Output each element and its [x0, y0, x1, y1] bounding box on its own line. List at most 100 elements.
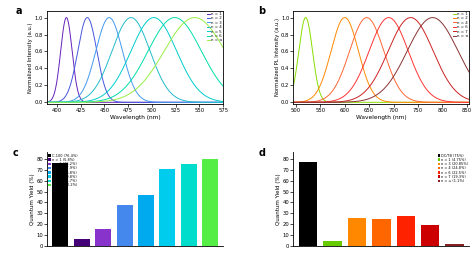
- n = 1: [220, 101, 226, 104]
- Bar: [159, 169, 175, 246]
- n = 2: [54, 100, 59, 103]
- Bar: [117, 205, 133, 246]
- n = 6: [466, 101, 472, 104]
- X-axis label: Wavelength (nm): Wavelength (nm): [110, 114, 161, 120]
- n = ∞: [215, 38, 221, 41]
- Line: n = 2: n = 2: [293, 18, 469, 102]
- n = 3: [130, 84, 136, 87]
- n = 4: [220, 101, 226, 104]
- Line: n = 1: n = 1: [293, 18, 469, 102]
- n = 1: [45, 100, 50, 104]
- Bar: [421, 225, 439, 246]
- Line: n = 1: n = 1: [47, 18, 223, 102]
- n = 5: [151, 16, 156, 19]
- n = 1: [215, 101, 221, 104]
- n = 4: [372, 24, 377, 27]
- Y-axis label: Quantum Yield (%): Quantum Yield (%): [276, 173, 281, 225]
- Legend: n = 1, n = 2, n = 4, n = 6, n = 7, n = ∞: n = 1, n = 2, n = 4, n = 6, n = 7, n = ∞: [452, 12, 468, 38]
- n = 1: [183, 101, 189, 104]
- n = 4: [291, 101, 296, 104]
- n = 1: [466, 101, 472, 104]
- Y-axis label: Normalized Intensity (a.u.): Normalized Intensity (a.u.): [28, 22, 34, 93]
- n = 2: [291, 101, 296, 104]
- n = 6: [172, 16, 178, 19]
- n = 7: [429, 47, 435, 50]
- n = ∞: [466, 71, 472, 74]
- n = 6: [220, 85, 226, 88]
- n = 4: [130, 16, 136, 20]
- n = 1: [376, 101, 382, 104]
- n = ∞: [54, 101, 59, 104]
- Bar: [397, 217, 415, 246]
- n = 7: [376, 69, 382, 73]
- n = 3: [183, 101, 189, 104]
- n = 4: [461, 101, 467, 104]
- n = 1: [64, 16, 69, 19]
- n = 5: [125, 56, 131, 59]
- n = 2: [126, 101, 131, 104]
- Y-axis label: Normalized PL Intensity (a.u.): Normalized PL Intensity (a.u.): [274, 18, 280, 96]
- Line: n = 3: n = 3: [47, 18, 223, 102]
- n = 3: [220, 101, 226, 104]
- n = 6: [461, 101, 467, 104]
- Legend: DC/TB (75%), n = 1 (4.75%), n = 3 (20.85%), n = 4 (24.8%), n = 6 (22.5%), n = 7 : DC/TB (75%), n = 1 (4.75%), n = 3 (20.85…: [438, 153, 469, 184]
- Bar: [323, 241, 342, 246]
- n = 5: [220, 100, 226, 103]
- Bar: [202, 159, 219, 246]
- n = 2: [372, 93, 377, 96]
- n = 6: [125, 82, 131, 86]
- Text: d: d: [258, 148, 265, 158]
- n = 2: [466, 101, 472, 104]
- n = 1: [300, 25, 305, 28]
- n = 4: [364, 16, 370, 19]
- n = ∞: [291, 101, 296, 104]
- n = 4: [215, 101, 221, 104]
- n = ∞: [430, 16, 436, 19]
- Line: n = 4: n = 4: [293, 18, 469, 102]
- X-axis label: Wavelength (nm): Wavelength (nm): [356, 114, 407, 120]
- Bar: [372, 219, 391, 246]
- Text: c: c: [12, 148, 18, 158]
- n = 1: [461, 101, 467, 104]
- Bar: [52, 163, 68, 246]
- n = 1: [126, 101, 131, 104]
- n = 3: [45, 101, 50, 104]
- n = 2: [376, 97, 382, 100]
- n = 2: [220, 101, 226, 104]
- Text: b: b: [258, 6, 265, 16]
- n = 1: [215, 101, 221, 104]
- n = 3: [126, 70, 131, 74]
- n = 3: [54, 101, 59, 104]
- n = 2: [461, 101, 467, 104]
- Line: n = ∞: n = ∞: [293, 18, 469, 102]
- n = 2: [342, 16, 347, 19]
- Bar: [446, 244, 464, 246]
- n = 2: [130, 101, 136, 104]
- Line: n = 5: n = 5: [47, 18, 223, 102]
- n = 2: [215, 101, 221, 104]
- n = 4: [429, 101, 435, 104]
- n = 4: [466, 101, 472, 104]
- n = 6: [183, 23, 189, 26]
- n = ∞: [461, 62, 467, 65]
- n = ∞: [220, 46, 226, 49]
- n = 4: [54, 101, 59, 104]
- n = 6: [429, 93, 435, 97]
- n = 4: [128, 16, 134, 19]
- n = 2: [45, 101, 50, 104]
- n = 4: [215, 101, 221, 104]
- n = ∞: [429, 16, 435, 19]
- Line: n = ∞: n = ∞: [47, 18, 223, 102]
- n = ∞: [130, 90, 136, 93]
- n = 1: [372, 101, 377, 104]
- n = 1: [54, 83, 59, 86]
- Bar: [181, 164, 197, 246]
- n = 2: [429, 101, 435, 104]
- n = 6: [130, 76, 136, 79]
- n = 7: [408, 16, 413, 19]
- n = ∞: [376, 92, 382, 95]
- n = 6: [45, 101, 50, 104]
- n = 7: [291, 101, 296, 104]
- n = 2: [84, 16, 90, 19]
- n = ∞: [45, 101, 50, 104]
